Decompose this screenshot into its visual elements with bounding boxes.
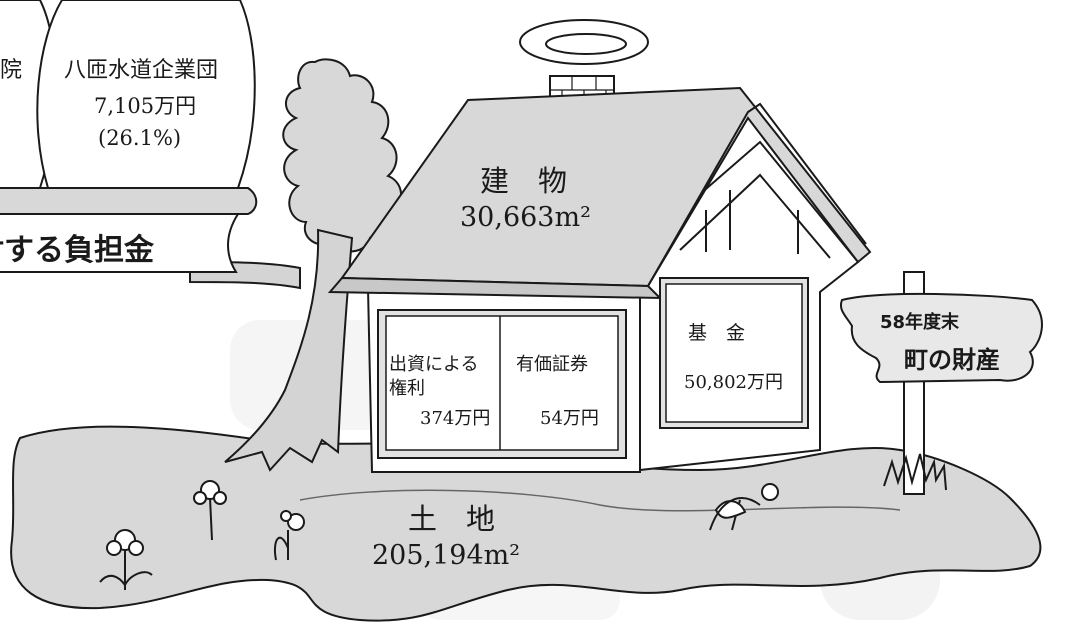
tree: [189, 58, 402, 472]
investment-rights-label: 出資による: [389, 354, 479, 375]
flowers: [99, 480, 779, 590]
smoke-ring-outer: [519, 19, 649, 65]
flower-3: [274, 510, 305, 561]
investment-rights-label-2: 権利: [389, 378, 425, 399]
signpost-board: [840, 292, 1043, 384]
land-area: 205,194m²: [372, 540, 521, 571]
signpost-grass: [883, 453, 947, 491]
gable-timber: [679, 173, 831, 259]
yatsuo-water-amount: 7,105万円: [94, 94, 197, 118]
yatsuo-water-name: 八匝水道企業団: [64, 58, 219, 83]
securities-label: 有価証券: [516, 354, 588, 375]
tree-crown: [282, 58, 402, 253]
window-fund-pane: [665, 283, 803, 423]
building-area: 30,663m²: [460, 202, 591, 233]
flower-4: [709, 483, 779, 531]
roof-ridge-edge: [647, 102, 867, 287]
partial-label: 院: [0, 58, 23, 83]
signpost-year: 58年度末: [880, 312, 960, 333]
smoke-ring-inner: [545, 33, 627, 55]
signpost: [840, 271, 1043, 495]
securities-amount: 54万円: [540, 408, 599, 429]
fund-amount: 50,802万円: [684, 372, 783, 393]
burden-banner: [0, 213, 240, 273]
tree-trunk: [224, 228, 354, 472]
house: [327, 19, 872, 473]
flower-1: [99, 529, 153, 590]
signpost-title: 町の財産: [904, 346, 1000, 374]
building-label: 建 物: [480, 164, 568, 198]
flower-2: [193, 480, 227, 541]
investment-rights-amount: 374万円: [420, 408, 491, 429]
budget-bubbles: [0, 0, 256, 189]
yatsuo-water-percent: (26.1%): [98, 126, 182, 150]
window-assets-left-pane: [385, 315, 619, 451]
fund-label: 基 金: [688, 322, 746, 344]
burden-banner-label: 対する負担金: [0, 233, 154, 268]
ground-island-inner-edge: [299, 489, 901, 512]
banner-tray: [0, 187, 258, 215]
land-label: 土 地: [408, 502, 496, 536]
